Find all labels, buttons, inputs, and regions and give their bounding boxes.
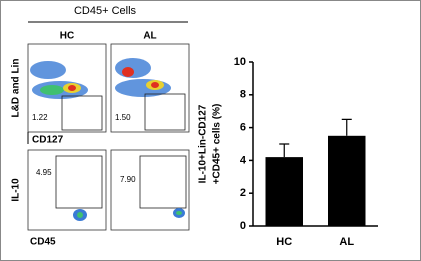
bar <box>328 135 366 226</box>
gate-value: 1.50 <box>115 113 131 122</box>
column-label: AL <box>143 31 156 42</box>
error-bar <box>341 118 352 136</box>
flow-plot <box>27 149 107 231</box>
y-tick-label: 8 <box>240 89 246 101</box>
flow-plot <box>27 43 107 133</box>
gate-value: 1.22 <box>32 113 48 122</box>
column-label: HC <box>60 31 74 42</box>
header: CD45+ Cells <box>74 5 137 17</box>
y-axis-title: +CD45+ cells (%) <box>212 104 223 185</box>
y-tick-label: 2 <box>240 187 246 199</box>
y-label: L&D and Lin <box>11 59 22 118</box>
y-tick-label: 10 <box>234 56 246 68</box>
x-label: CD45 <box>30 237 56 248</box>
x-tick-label: HC <box>276 236 292 248</box>
y-label: IL-10 <box>11 178 22 202</box>
error-bar <box>279 143 290 158</box>
flow-plot <box>110 149 190 231</box>
y-tick-label: 6 <box>240 122 246 134</box>
y-tick-label: 0 <box>240 220 246 232</box>
y-tick-label: 4 <box>240 154 247 166</box>
x-label: CD127 <box>32 135 64 146</box>
gate-value: 7.90 <box>120 175 136 184</box>
x-tick-label: AL <box>339 236 354 248</box>
bar <box>265 157 303 226</box>
y-axis-title: IL-10+Lin-CD127 <box>198 104 209 183</box>
flow-plot <box>110 43 190 133</box>
gate-value: 4.95 <box>36 168 52 177</box>
